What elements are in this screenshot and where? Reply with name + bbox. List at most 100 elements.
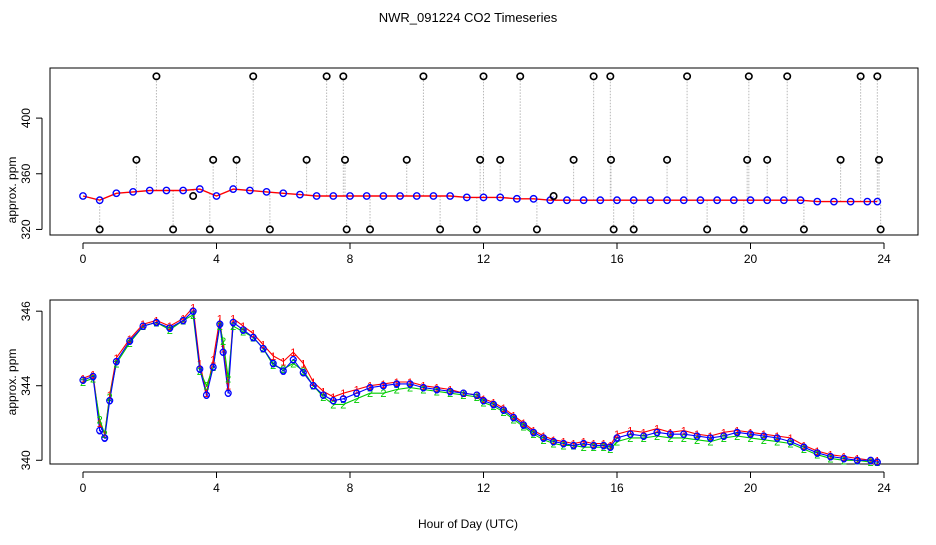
bottom-series-point-2: 2	[734, 431, 740, 443]
bottom-series-point-1: 1	[828, 450, 834, 462]
top-plot-frame	[49, 67, 919, 236]
top-baseline-point	[312, 192, 321, 200]
top-baseline-point	[629, 196, 638, 205]
bottom-series-point-3: 3	[814, 448, 820, 460]
top-spike-point	[763, 155, 772, 164]
top-baseline-point	[830, 197, 838, 206]
top-baseline-point	[663, 196, 671, 205]
top-panel: approx. ppm 0 4 8 12 16 20 24 320 360 400	[5, 67, 919, 266]
bottom-series-point-3: 3	[190, 306, 196, 318]
bottom-series-point-1: 1	[270, 351, 276, 363]
top-spike-point	[629, 225, 638, 234]
bottom-series-point-1: 1	[868, 455, 874, 467]
bottom-series-point-3: 3	[874, 457, 880, 469]
top-spike-point	[609, 225, 618, 234]
bottom-marker	[559, 439, 568, 448]
bottom-marker	[613, 434, 621, 442]
top-spike-point	[232, 155, 241, 164]
bottom-marker	[800, 443, 808, 451]
bottom-series-point-2: 2	[614, 437, 620, 449]
bottom-x-tick-label: 4	[213, 481, 220, 495]
bottom-series-point-1: 1	[153, 316, 159, 328]
bottom-marker	[640, 432, 648, 440]
top-baseline-point	[779, 196, 788, 205]
bottom-series-point-3: 3	[801, 442, 807, 454]
bottom-x-tick-label: 20	[744, 481, 758, 495]
bottom-series-point-2: 2	[747, 433, 753, 445]
bottom-series-point-3: 3	[153, 317, 159, 329]
top-x-tick-label: 24	[877, 252, 891, 266]
top-x-tick-label: 20	[744, 252, 758, 266]
top-baseline-point	[713, 196, 722, 205]
bottom-series-point-1: 1	[761, 429, 767, 441]
bottom-series-point-3: 3	[80, 375, 86, 387]
bottom-series-point-1: 1	[210, 355, 216, 367]
top-spike-point	[743, 155, 752, 164]
bottom-marker	[101, 434, 109, 442]
bottom-marker	[626, 430, 634, 438]
bottom-series-point-2: 2	[300, 366, 306, 378]
bottom-marker	[853, 456, 861, 464]
bottom-series-point-3: 3	[250, 332, 256, 344]
bottom-series-point-1: 1	[601, 439, 607, 451]
bottom-marker	[706, 434, 715, 442]
bottom-series-point-3: 3	[591, 440, 597, 452]
top-x-tick-label: 12	[477, 252, 491, 266]
bottom-series-point-2: 2	[707, 437, 713, 449]
bottom-series-point-1: 1	[531, 425, 537, 437]
bottom-marker	[366, 383, 374, 392]
bottom-series-point-1: 1	[474, 390, 480, 402]
bottom-series-point-3: 3	[520, 420, 526, 432]
bottom-marker	[539, 434, 548, 442]
bottom-series-point-3: 3	[180, 316, 186, 328]
top-baseline-point	[763, 196, 772, 205]
top-spike-point	[703, 225, 712, 234]
bottom-series-point-3: 3	[694, 431, 700, 443]
bottom-series-point-2: 2	[407, 383, 413, 395]
bottom-series-point-1: 1	[340, 388, 346, 400]
top-baseline-point	[429, 192, 438, 200]
bottom-series-point-1: 1	[167, 321, 173, 333]
top-baseline-point	[563, 196, 571, 205]
top-spike-point	[419, 72, 428, 81]
bottom-marker	[529, 428, 538, 436]
top-baseline-line	[82, 188, 878, 203]
bottom-series-point-3: 3	[614, 433, 620, 445]
bottom-marker	[479, 397, 488, 405]
top-spike-point	[472, 225, 481, 234]
top-x-tick-label: 8	[347, 252, 354, 266]
top-spike-point	[496, 155, 505, 164]
bottom-series-point-2: 2	[581, 442, 587, 454]
bottom-marker	[239, 326, 247, 334]
top-spike-point	[322, 72, 331, 81]
bottom-series-point-1: 1	[97, 418, 103, 430]
bottom-series-point-1: 1	[140, 319, 146, 331]
bottom-series-point-1: 1	[734, 425, 740, 437]
bottom-series-point-1: 1	[203, 388, 209, 400]
top-baseline-point	[129, 187, 137, 196]
figure-title: NWR_091224 CO2 Timeseries	[379, 10, 558, 25]
top-spike-point	[663, 155, 672, 164]
bottom-marker	[826, 452, 835, 461]
bottom-series-point-3: 3	[290, 355, 296, 367]
top-spike-point	[342, 225, 351, 234]
bottom-series-point-3: 3	[480, 396, 486, 408]
bottom-series-point-1: 1	[510, 411, 516, 423]
top-baseline-point	[396, 192, 404, 200]
bottom-y-tick-label: 340	[19, 450, 33, 470]
top-spike-point	[532, 225, 541, 234]
top-baseline-point	[646, 196, 655, 205]
bottom-marker	[209, 363, 217, 371]
bottom-marker	[499, 406, 508, 414]
bottom-series-point-3: 3	[571, 440, 577, 452]
top-baseline-point	[179, 186, 188, 195]
bottom-series-point-2: 2	[97, 414, 103, 426]
bottom-series-point-2: 2	[220, 336, 226, 348]
top-baseline-point	[446, 192, 455, 200]
bottom-series-point-1: 1	[520, 418, 526, 430]
top-baseline-point	[329, 192, 338, 200]
bottom-series-line-1	[82, 306, 878, 461]
bottom-marker	[189, 307, 197, 315]
top-spike-point	[606, 72, 615, 81]
bottom-marker	[196, 365, 204, 373]
